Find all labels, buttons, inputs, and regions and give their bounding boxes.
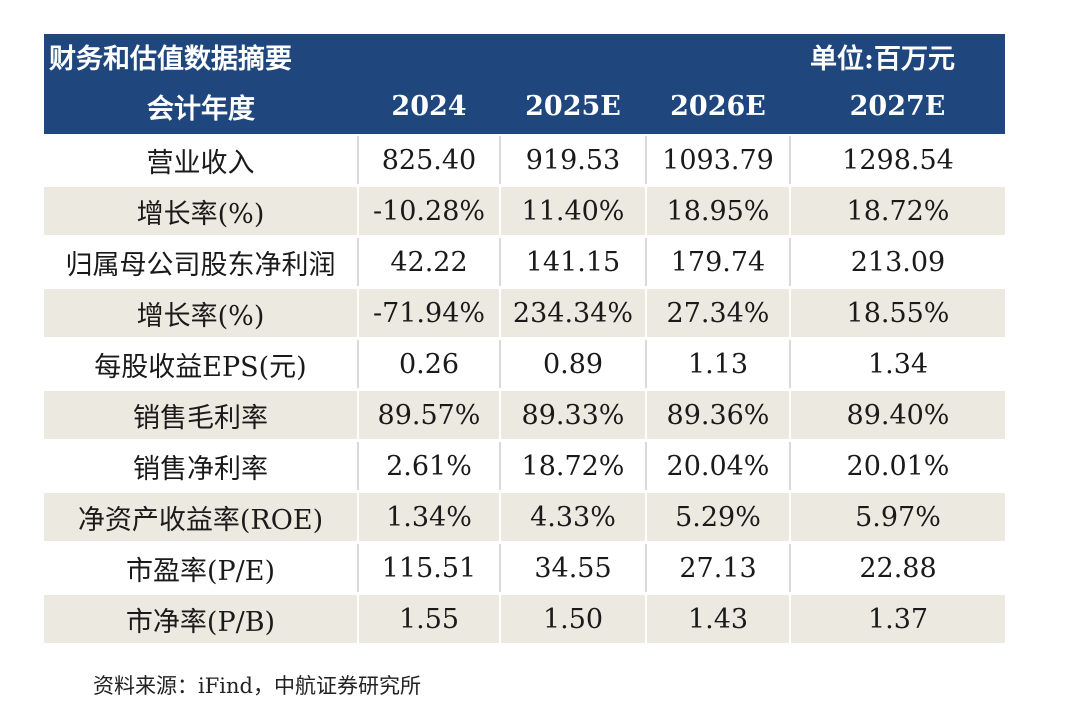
table-row: 归属母公司股东净利润 42.22 141.15 179.74 213.09 (44, 236, 1005, 289)
row-label: 归属母公司股东净利润 (44, 236, 359, 289)
table-cell: 1.55 (358, 593, 501, 646)
table-cell: 27.13 (646, 542, 791, 595)
row-label: 增长率(%) (44, 185, 359, 238)
row-label: 净资产收益率(ROE) (44, 491, 359, 544)
table-cell: 5.29% (646, 491, 791, 544)
table-cell: -71.94% (358, 287, 501, 340)
table-cell: 11.40% (500, 185, 647, 238)
table-cell: 5.97% (790, 491, 1005, 544)
table-cell: 115.51 (358, 542, 501, 595)
unit-label: 单位:百万元 (790, 34, 1005, 78)
table-cell: 179.74 (646, 236, 791, 289)
table-cell: 919.53 (500, 135, 647, 187)
table-cell: 22.88 (790, 542, 1005, 595)
table-row: 市盈率(P/E) 115.51 34.55 27.13 22.88 (44, 542, 1005, 595)
table-cell: 1093.79 (646, 135, 791, 187)
table-cell: 18.72% (790, 185, 1005, 238)
table-cell: 20.01% (790, 440, 1005, 493)
table-cell: 1.50 (500, 593, 647, 646)
table-cell: 1298.54 (790, 135, 1005, 187)
source-note: 资料来源：iFind，中航证券研究所 (93, 674, 421, 698)
row-label: 市盈率(P/E) (44, 542, 359, 595)
financial-summary: 财务和估值数据摘要 单位:百万元 会计年度 2024 2025E 2026E 2… (44, 34, 1005, 646)
row-label: 增长率(%) (44, 287, 359, 340)
financial-table: 财务和估值数据摘要 单位:百万元 会计年度 2024 2025E 2026E 2… (44, 34, 1005, 646)
header-cell-year: 2024 (358, 78, 500, 136)
row-label: 市净率(P/B) (44, 593, 359, 646)
table-cell: 1.43 (646, 593, 791, 646)
row-label: 销售净利率 (44, 440, 359, 493)
table-cell: 89.33% (500, 389, 647, 442)
table-cell: 234.34% (500, 287, 647, 340)
header-cell-year: 2025E (500, 78, 646, 136)
table-cell: 1.37 (790, 593, 1005, 646)
table-cell: 89.40% (790, 389, 1005, 442)
header-cell-year: 2027E (790, 78, 1005, 136)
row-label: 营业收入 (44, 135, 359, 187)
table-cell: 89.57% (358, 389, 501, 442)
table-cell: 1.34% (358, 491, 501, 544)
table-cell: 2.61% (358, 440, 501, 493)
table-row: 增长率(%) -10.28% 11.40% 18.95% 18.72% (44, 185, 1005, 238)
table-row: 增长率(%) -71.94% 234.34% 27.34% 18.55% (44, 287, 1005, 340)
table-row: 营业收入 825.40 919.53 1093.79 1298.54 (44, 135, 1005, 187)
header-cell-label: 会计年度 (44, 78, 358, 136)
table-cell: 27.34% (646, 287, 791, 340)
table-cell: 825.40 (358, 135, 501, 187)
table-row: 销售毛利率 89.57% 89.33% 89.36% 89.40% (44, 389, 1005, 442)
table-cell: 42.22 (358, 236, 501, 289)
table-cell: 89.36% (646, 389, 791, 442)
table-cell: 0.26 (358, 338, 501, 391)
row-label: 每股收益EPS(元) (44, 338, 359, 391)
table-row: 市净率(P/B) 1.55 1.50 1.43 1.37 (44, 593, 1005, 646)
table-cell: 4.33% (500, 491, 647, 544)
table-cell: 213.09 (790, 236, 1005, 289)
table-cell: 141.15 (500, 236, 647, 289)
table-cell: 0.89 (500, 338, 647, 391)
table-cell: 1.13 (646, 338, 791, 391)
table-header-row: 会计年度 2024 2025E 2026E 2027E (44, 78, 1005, 136)
table-cell: 34.55 (500, 542, 647, 595)
table-cell: -10.28% (358, 185, 501, 238)
table-title-row: 财务和估值数据摘要 单位:百万元 (44, 34, 1005, 78)
table-cell: 18.72% (500, 440, 647, 493)
table-cell: 1.34 (790, 338, 1005, 391)
table-cell: 20.04% (646, 440, 791, 493)
row-label: 销售毛利率 (44, 389, 359, 442)
header-cell-year: 2026E (646, 78, 790, 136)
table-title: 财务和估值数据摘要 (44, 34, 790, 78)
table-row: 每股收益EPS(元) 0.26 0.89 1.13 1.34 (44, 338, 1005, 391)
table-cell: 18.55% (790, 287, 1005, 340)
table-cell: 18.95% (646, 185, 791, 238)
table-row: 销售净利率 2.61% 18.72% 20.04% 20.01% (44, 440, 1005, 493)
table-row: 净资产收益率(ROE) 1.34% 4.33% 5.29% 5.97% (44, 491, 1005, 544)
